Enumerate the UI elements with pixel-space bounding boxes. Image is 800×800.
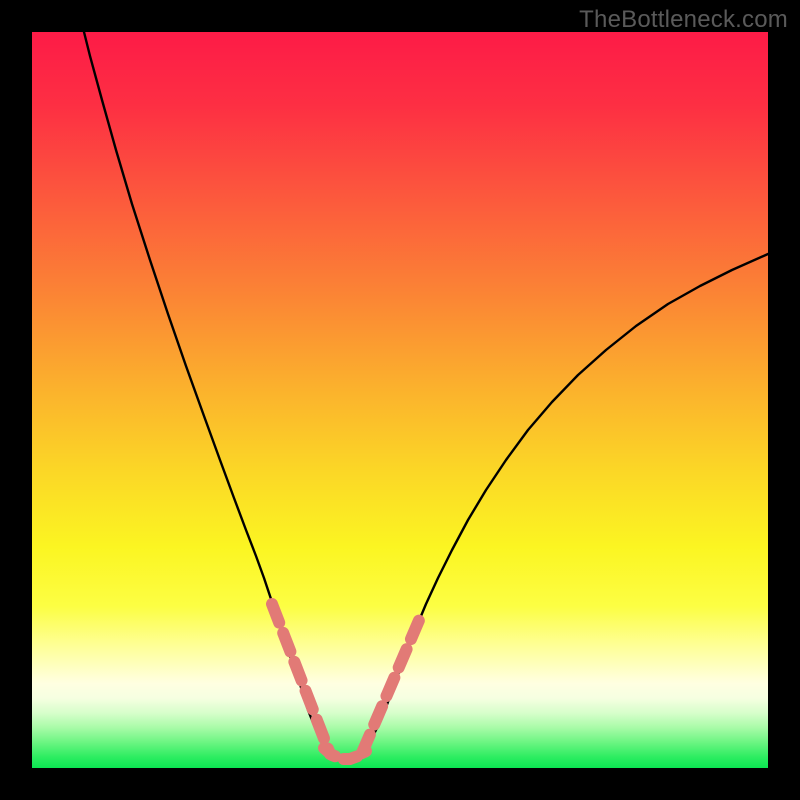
plot-area bbox=[32, 32, 768, 768]
overlay-segment-left bbox=[272, 604, 330, 754]
overlay-bottom-connector bbox=[324, 748, 366, 759]
overlay-segment-right bbox=[362, 618, 420, 753]
outer-frame: TheBottleneck.com bbox=[0, 0, 800, 800]
bottleneck-curve bbox=[84, 32, 768, 760]
watermark-label: TheBottleneck.com bbox=[579, 6, 788, 34]
chart-svg bbox=[32, 32, 768, 768]
